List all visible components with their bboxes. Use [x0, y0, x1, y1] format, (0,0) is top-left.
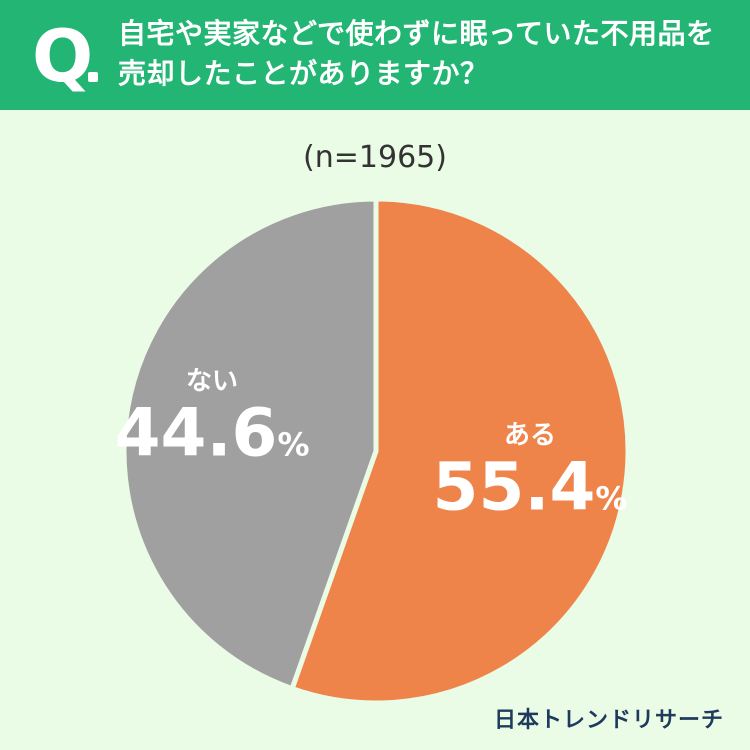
question-line-2: 売却したことがありますか？ [118, 57, 489, 90]
question-line-1: 自宅や実家などで使わずに眠っていた不用品を [118, 17, 715, 50]
slice-name-aru: ある [503, 420, 556, 451]
slice-value-aru: 55.4 [432, 448, 596, 526]
slice-nai [121, 196, 379, 692]
slice-name-nai: ない [186, 366, 239, 397]
question-mark: Q [32, 14, 94, 98]
sample-size-label: (n=1965) [303, 140, 447, 175]
slice-percent-aru: 55.4% [432, 448, 628, 535]
question-text: 自宅や実家などで使わずに眠っていた不用品を 売却したことがありますか？ [118, 14, 738, 94]
slice-value-nai: 44.6 [114, 394, 278, 472]
question-header: Q 自宅や実家などで使わずに眠っていた不用品を 売却したことがありますか？ [0, 0, 750, 110]
slice-label-nai: ない 44.6% [115, 365, 310, 480]
slice-unit-nai: % [277, 425, 310, 464]
slice-label-aru: ある 55.4% [433, 420, 628, 535]
brand-logo-text: 日本トレンドリサーチ [493, 708, 724, 733]
slice-unit-aru: % [595, 479, 628, 518]
slice-percent-nai: 44.6% [115, 397, 310, 480]
question-mark-dot [88, 72, 98, 82]
